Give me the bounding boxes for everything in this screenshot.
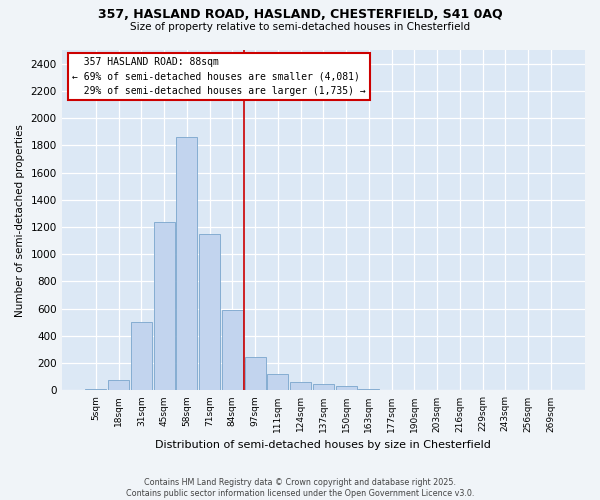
Text: 357, HASLAND ROAD, HASLAND, CHESTERFIELD, S41 0AQ: 357, HASLAND ROAD, HASLAND, CHESTERFIELD…	[98, 8, 502, 20]
Bar	[222, 310, 243, 390]
Bar	[313, 384, 334, 390]
Bar	[335, 386, 356, 390]
X-axis label: Distribution of semi-detached houses by size in Chesterfield: Distribution of semi-detached houses by …	[155, 440, 491, 450]
Bar	[199, 234, 220, 390]
Bar	[245, 357, 266, 390]
Y-axis label: Number of semi-detached properties: Number of semi-detached properties	[15, 124, 25, 316]
Bar	[268, 374, 289, 390]
Text: Size of property relative to semi-detached houses in Chesterfield: Size of property relative to semi-detach…	[130, 22, 470, 32]
Text: 357 HASLAND ROAD: 88sqm
← 69% of semi-detached houses are smaller (4,081)
  29% : 357 HASLAND ROAD: 88sqm ← 69% of semi-de…	[72, 57, 366, 96]
Bar	[85, 389, 106, 390]
Bar	[290, 382, 311, 390]
Bar	[176, 137, 197, 390]
Bar	[154, 222, 175, 390]
Bar	[108, 380, 129, 390]
Bar	[358, 389, 379, 390]
Bar	[131, 322, 152, 390]
Text: Contains HM Land Registry data © Crown copyright and database right 2025.
Contai: Contains HM Land Registry data © Crown c…	[126, 478, 474, 498]
